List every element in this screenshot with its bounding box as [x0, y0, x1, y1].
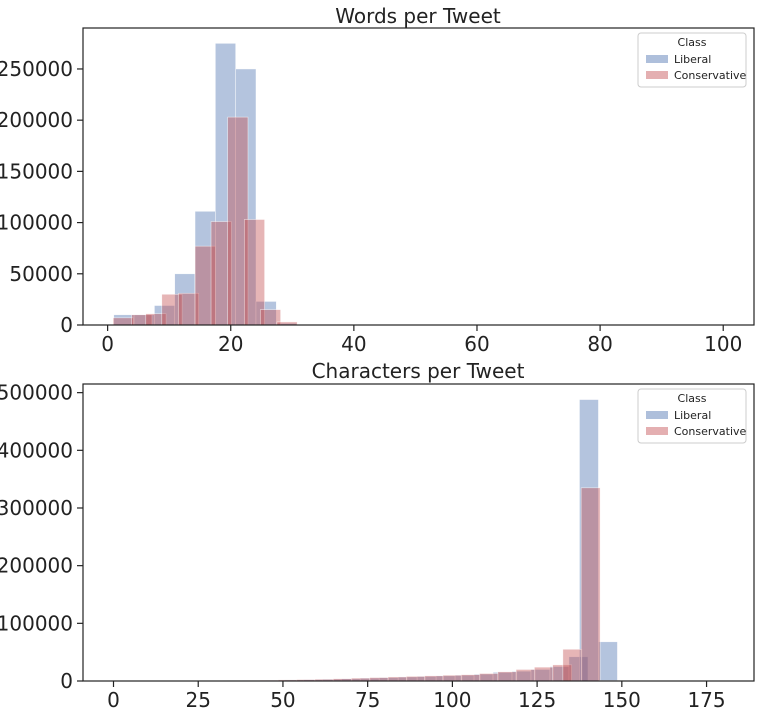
x-tick-label: 25	[185, 688, 210, 712]
bar-conservative-23	[534, 666, 554, 682]
legend-title: Class	[678, 36, 707, 49]
bar-conservative-16	[405, 676, 426, 682]
bar-liberal-26	[598, 641, 618, 682]
x-tick-label: 80	[587, 332, 612, 356]
chart-characters-per-tweet: Characters per Tweet 0 25 50 75 100 125 150 175…	[0, 359, 755, 712]
chart-words-per-tweet: Words per Tweet 0 20 40 60 80 100 0 50000 10000…	[0, 4, 755, 356]
bar-conservative-21	[497, 671, 518, 682]
x-tick-label: 125	[518, 688, 556, 712]
bar-conservative-22	[515, 669, 536, 682]
x-tick-label: 50	[270, 688, 295, 712]
y-axis-ticks: 0 50000 100000 150000 200000 250000	[0, 57, 83, 337]
legend-swatch-conservative	[646, 427, 668, 435]
x-tick-label: 40	[341, 332, 366, 356]
legend: Class Liberal Conservative	[637, 32, 747, 88]
x-tick-label: 0	[101, 332, 114, 356]
x-tick-label: 100	[704, 332, 742, 356]
y-tick-label: 400000	[0, 438, 73, 462]
chart-title: Words per Tweet	[335, 4, 501, 28]
bars-group	[112, 43, 298, 326]
x-axis-ticks: 0 20 40 60 80 100	[101, 325, 742, 356]
x-tick-label: 100	[433, 688, 471, 712]
chart-title: Characters per Tweet	[312, 359, 525, 383]
y-tick-label: 200000	[0, 554, 73, 578]
x-axis-ticks: 0 25 50 75 100 125 150 175	[107, 681, 726, 712]
y-tick-label: 200000	[0, 108, 73, 132]
x-tick-label: 0	[107, 688, 120, 712]
legend-swatch-liberal	[646, 55, 668, 63]
legend-label-liberal: Liberal	[674, 409, 711, 422]
bar-conservative-19	[460, 674, 481, 682]
plot-frame	[82, 27, 755, 326]
y-tick-label: 100000	[0, 611, 73, 635]
y-tick-label: 0	[60, 669, 73, 693]
legend-swatch-liberal	[646, 411, 668, 419]
x-tick-label: 20	[218, 332, 243, 356]
legend-label-conservative: Conservative	[674, 425, 747, 438]
legend-box	[637, 388, 747, 444]
y-tick-label: 150000	[0, 159, 73, 183]
x-tick-label: 60	[464, 332, 489, 356]
y-axis-ticks: 0 100000 200000 300000 400000 500000	[0, 381, 83, 693]
legend-label-liberal: Liberal	[674, 53, 711, 66]
bar-conservative-17	[424, 675, 444, 682]
x-tick-label: 175	[687, 688, 725, 712]
bar-conservative-18	[442, 674, 463, 682]
y-tick-label: 0	[60, 313, 73, 337]
bar-conservative-15	[387, 676, 408, 682]
legend-title: Class	[678, 392, 707, 405]
bar-conservative-26	[580, 487, 601, 682]
bar-conservative-0	[112, 317, 134, 326]
y-tick-label: 500000	[0, 381, 73, 405]
y-tick-label: 300000	[0, 496, 73, 520]
y-tick-label: 100000	[0, 211, 73, 235]
y-tick-label: 250000	[0, 57, 73, 81]
legend-swatch-conservative	[646, 71, 668, 79]
x-tick-label: 75	[355, 688, 380, 712]
plot-frame	[82, 383, 755, 682]
x-tick-label: 150	[603, 688, 641, 712]
bar-conservative-8	[243, 219, 265, 326]
bar-conservative-20	[479, 673, 499, 682]
legend-label-conservative: Conservative	[674, 69, 747, 82]
bar-conservative-25	[562, 648, 583, 682]
legend-box	[637, 32, 747, 88]
legend: Class Liberal Conservative	[637, 388, 747, 444]
y-tick-label: 50000	[9, 262, 73, 286]
